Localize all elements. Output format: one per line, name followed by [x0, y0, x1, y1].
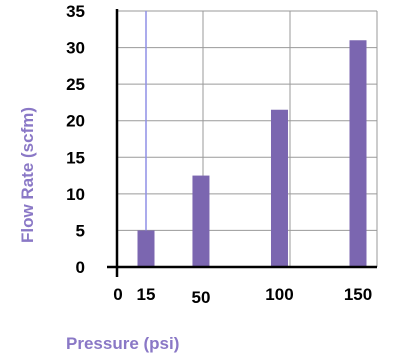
x-axis-title: Pressure (psi)	[66, 334, 179, 353]
y-tick-label: 30	[66, 39, 85, 58]
bars	[137, 40, 367, 267]
bar-15	[137, 230, 155, 267]
y-tick-label: 5	[76, 221, 85, 240]
bar-50	[192, 175, 210, 267]
y-tick-label: 25	[66, 75, 85, 94]
x-tick-label: 100	[265, 285, 293, 304]
y-tick-label: 10	[66, 185, 85, 204]
y-tick-label: 35	[66, 2, 85, 21]
x-tick-label: 50	[192, 288, 211, 307]
y-tick-label: 0	[76, 258, 85, 277]
x-tick-labels: 0 15 50 100 150	[113, 285, 372, 307]
y-tick-labels: 0 5 10 15 20 25 30 35	[66, 2, 85, 277]
bar-100	[270, 109, 288, 267]
grid-lines	[117, 10, 378, 268]
y-tick-label: 15	[66, 148, 85, 167]
bar-150	[349, 40, 367, 267]
x-tick-label: 0	[113, 285, 122, 304]
x-tick-label: 150	[344, 285, 372, 304]
y-tick-label: 20	[66, 112, 85, 131]
y-axis-title: Flow Rate (scfm)	[18, 107, 37, 243]
x-tick-label: 15	[137, 285, 156, 304]
